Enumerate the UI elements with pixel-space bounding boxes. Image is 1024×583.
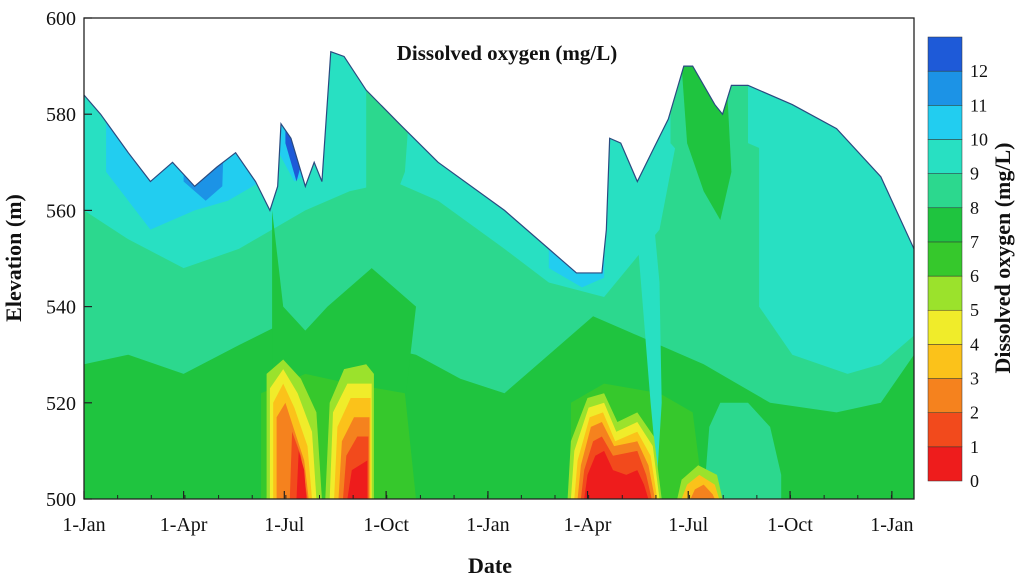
colorbar-tick-label: 8 [970, 198, 979, 218]
colorbar-segment-0 [927, 446, 963, 482]
colorbar-segment-12 [927, 36, 963, 72]
colorbar-segment-4 [927, 309, 963, 345]
colorbar-tick-label: 4 [970, 334, 979, 354]
do-region-anoxic-0a [296, 450, 307, 499]
water-surface-line [84, 50, 914, 274]
colorbar-segment-6 [927, 241, 963, 277]
colorbar-segment-8 [927, 173, 963, 209]
do-region-anoxic-2d [690, 484, 715, 499]
x-tick-label: 1-Jul [264, 514, 304, 536]
colorbar-segment-7 [927, 207, 963, 243]
plot-area [84, 50, 914, 499]
colorbar-segment-10 [927, 105, 963, 140]
colorbar-title: Dissolved oxygen (mg/L) [990, 143, 1015, 374]
y-axis-title: Elevation (m) [1, 194, 26, 322]
colorbar-tick-label: 2 [970, 403, 979, 423]
colorbar-segment-9 [927, 139, 963, 174]
y-tick-label: 580 [46, 104, 76, 126]
colorbar-segment-11 [927, 70, 963, 106]
y-axis: 500 520 540 560 580 600 [46, 8, 92, 511]
x-tick-label: 1-Apr [160, 514, 208, 536]
do-region-low-cyan-9 [635, 210, 662, 475]
colorbar-tick-label: 7 [970, 232, 979, 252]
colorbar-tick-label: 9 [970, 164, 979, 184]
x-tick-label: 1-Oct [363, 514, 409, 536]
x-tick-label: 1-Jul [668, 514, 708, 536]
colorbar-segment-2 [927, 378, 963, 413]
chart-title: Dissolved oxygen (mg/L) [397, 41, 618, 65]
do-region-right-cyan-9 [759, 51, 914, 374]
x-tick-label: 1-Apr [564, 514, 612, 536]
colorbar-tick-label: 5 [970, 300, 979, 320]
do-region-surface-10c [278, 51, 319, 182]
y-tick-label: 540 [46, 297, 76, 319]
do-region-low-cyan-8 [703, 402, 782, 499]
colorbar-tick-label: 12 [970, 61, 988, 81]
x-tick-label: 1-Jan [466, 514, 509, 536]
colorbar-tick-label: 0 [970, 471, 979, 491]
x-tick-label: 1-Oct [767, 514, 813, 536]
colorbar-segment-5 [927, 275, 963, 311]
colorbar-tick-label: 3 [970, 369, 979, 389]
x-axis: 1-Jan 1-Apr 1-Jul 1-Oct 1-Jan 1-Apr 1-Jul 1-Oct… [62, 491, 914, 536]
contour-layers [84, 51, 914, 499]
colorbar-tick-label: 1 [970, 437, 979, 457]
do-region-anoxic-0c [584, 450, 649, 499]
x-tick-label: 1-Jan [870, 514, 913, 536]
x-axis-title: Date [468, 553, 512, 578]
do-region-anoxic-0b [347, 460, 368, 499]
colorbar-tick-label: 11 [970, 95, 987, 115]
do-region-surface-11 [183, 51, 228, 201]
y-tick-label: 560 [46, 200, 76, 222]
colorbar-segment-3 [927, 344, 963, 379]
y-tick-label: 500 [46, 489, 76, 511]
y-tick-label: 600 [46, 8, 76, 30]
y-tick-label: 520 [46, 393, 76, 415]
colorbar-segment-1 [927, 412, 963, 448]
x-tick-label: 1-Jan [62, 514, 105, 536]
colorbar-tick-label: 6 [970, 266, 979, 286]
colorbar-tick-label: 10 [970, 129, 988, 149]
plot-frame [83, 17, 915, 500]
